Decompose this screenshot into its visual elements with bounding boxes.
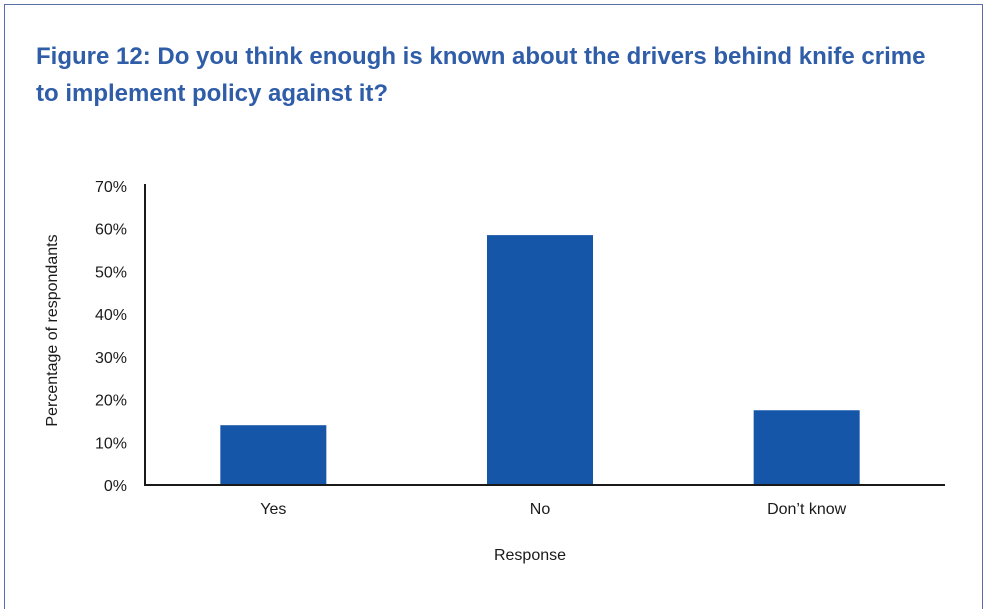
figure-frame: [4, 4, 983, 609]
x-axis-categories: Yes No Don’t know: [260, 501, 846, 518]
y-tick-label: 70%: [95, 179, 127, 196]
y-axis-title: Percentage of respondants: [44, 234, 61, 426]
bar: [487, 235, 593, 485]
y-tick-label: 60%: [95, 222, 127, 239]
y-tick-label: 50%: [95, 264, 127, 281]
x-tick-label: No: [530, 501, 551, 518]
x-tick-label: Yes: [260, 501, 286, 518]
y-tick-label: 30%: [95, 350, 127, 367]
bar: [220, 425, 327, 485]
y-tick-label: 0%: [104, 478, 127, 495]
y-tick-label: 20%: [95, 393, 127, 410]
y-axis-ticks: 0% 10% 20% 30% 40% 50% 60% 70%: [95, 179, 127, 495]
x-tick-label: Don’t know: [767, 501, 847, 518]
bar: [753, 410, 860, 485]
x-axis-title: Response: [494, 547, 566, 564]
chart-title: Figure 12: Do you think enough is known …: [36, 43, 926, 107]
bars: [220, 235, 860, 485]
y-tick-label: 10%: [95, 435, 127, 452]
y-tick-label: 40%: [95, 307, 127, 324]
